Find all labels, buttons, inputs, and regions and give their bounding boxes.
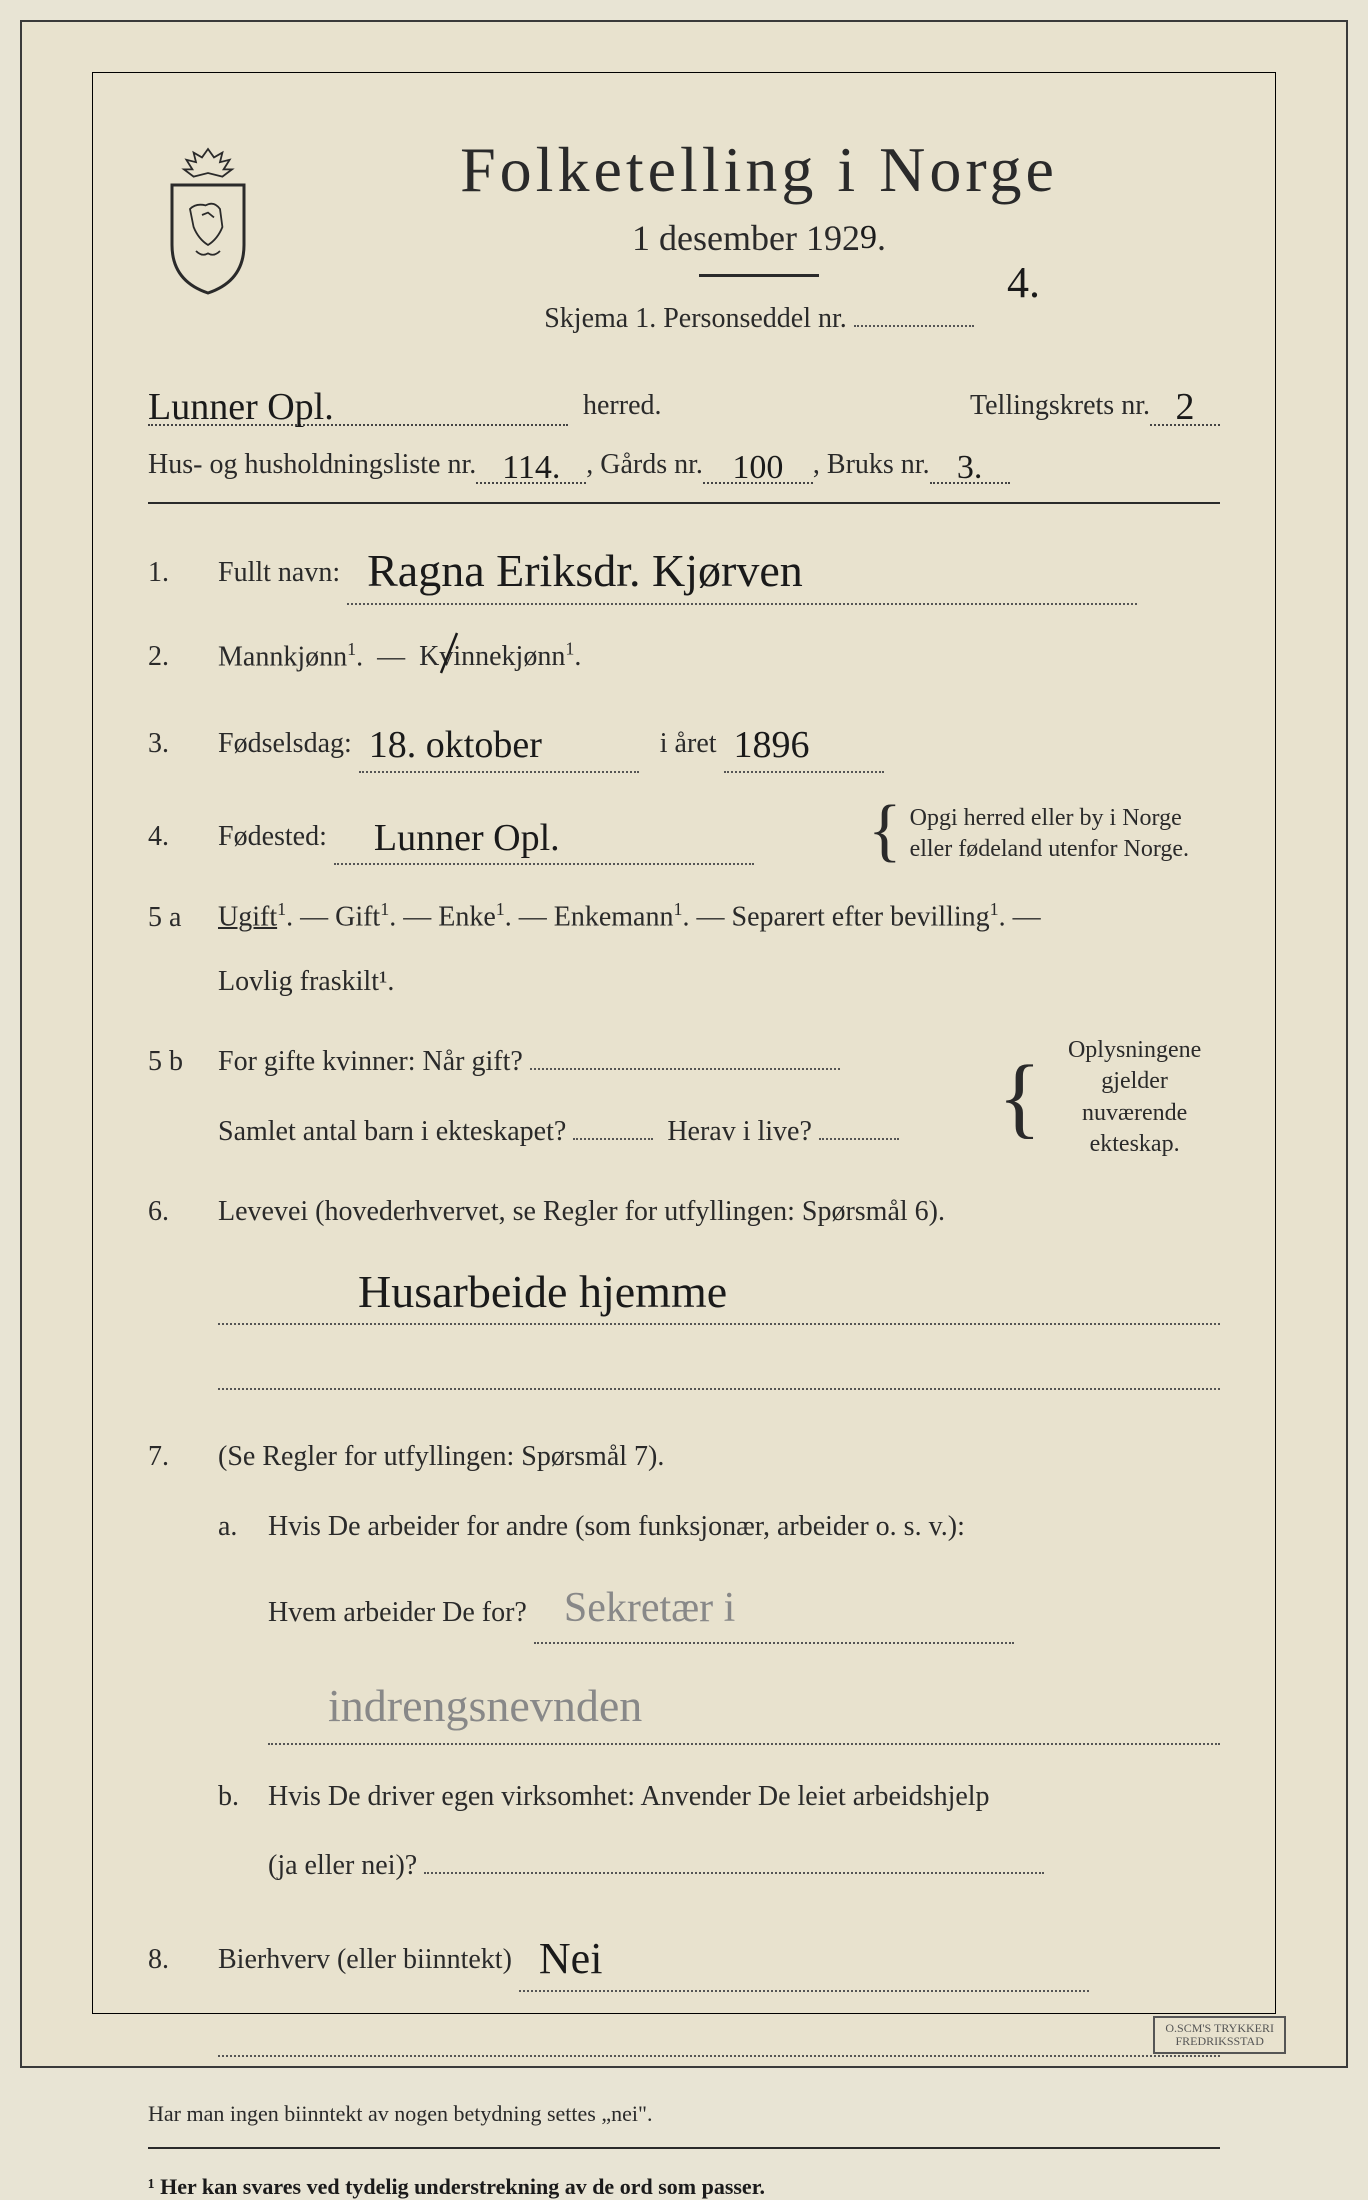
q3-year: 1896 [734, 724, 810, 766]
q7b-letter: b. [218, 1775, 268, 1890]
q1-value: Ragna Eriksdr. Kjørven [367, 545, 803, 596]
q8-row: 8. Bierhverv (eller biinntekt) Nei [148, 1919, 1220, 2071]
q4-note1: Opgi herred eller by i Norge [910, 803, 1189, 834]
q7-label: (Se Regler for utfyllingen: Spørsmål 7). [218, 1435, 1220, 1480]
q1-label: Fullt navn: [218, 557, 340, 588]
tellingskrets-nr: 2 [1176, 386, 1195, 428]
q5b-line2a: Samlet antal barn i ekteskapet? [218, 1116, 566, 1147]
q5a-num: 5 a [148, 896, 218, 941]
bruks-label: , Bruks nr. [813, 449, 930, 481]
q1-num: 1. [148, 551, 218, 596]
q7a-line2: Hvem arbeider De for? [268, 1597, 527, 1628]
q3-year-label: i året [660, 728, 717, 759]
q6-value: Husarbeide hjemme [358, 1266, 727, 1317]
q3-day: 18. oktober [369, 724, 542, 766]
title-divider [699, 274, 819, 277]
q4-note2: eller fødeland utenfor Norge. [910, 834, 1189, 865]
herred-label: herred. [583, 390, 662, 422]
q7a-line1: Hvis De arbeider for andre (som funksjon… [268, 1505, 1220, 1550]
q3-label: Fødselsdag: [218, 728, 352, 759]
skjema-line: Skjema 1. Personseddel nr. [298, 297, 1220, 335]
q7b-line2: (ja eller nei)? [268, 1850, 417, 1881]
tellingskrets-label: Tellingskrets nr. [970, 390, 1150, 422]
q7a-letter: a. [218, 1505, 268, 1745]
brace-icon-2: { [998, 1062, 1041, 1134]
q4-value: Lunner Opl. [374, 817, 560, 859]
personseddel-number: 4. [1007, 257, 1040, 308]
q8-label: Bierhverv (eller biinntekt) [218, 1944, 512, 1975]
q2-num: 2. [148, 635, 218, 680]
main-title: Folketelling i Norge [298, 133, 1220, 207]
q1-row: 1. Fullt navn: Ragna Eriksdr. Kjørven [148, 529, 1220, 605]
census-form-page: Folketelling i Norge 1 desember 1929. 4.… [20, 20, 1348, 2068]
q7a-value2: indrengsnevnden [328, 1680, 642, 1731]
q5b-row: 5 b For gifte kvinner: Når gift? Samlet … [148, 1035, 1220, 1160]
q5b-line2b: Herav i live? [667, 1116, 812, 1147]
footer-note: Har man ingen biinntekt av nogen betydni… [148, 2101, 1220, 2127]
bruks-nr: 3. [957, 449, 983, 486]
q5a-ugift: Ugift [218, 902, 277, 933]
q3-num: 3. [148, 722, 218, 767]
q4-row: 4. Fødested: Lunner Opl. { Opgi herred e… [148, 803, 1220, 866]
husliste-row: Hus- og husholdningsliste nr. 114. , Går… [148, 444, 1220, 484]
q8-num: 8. [148, 1938, 218, 1983]
q6-label: Levevei (hovederhvervet, se Regler for u… [218, 1196, 945, 1227]
q4-num: 4. [148, 815, 218, 860]
gards-label: , Gårds nr. [586, 449, 703, 481]
q2-label1: Mannkjønn [218, 641, 347, 672]
skjema-label: Skjema 1. Personseddel nr. [544, 303, 847, 334]
title-block: Folketelling i Norge 1 desember 1929. 4.… [298, 133, 1220, 360]
q8-value: Nei [539, 1934, 603, 1983]
date-year-handwritten: 9 [860, 219, 877, 256]
herred-name: Lunner Opl. [148, 386, 334, 428]
herred-row: Lunner Opl. herred. Tellingskrets nr. 2 [148, 380, 1220, 426]
brace-icon: { [868, 803, 902, 865]
q4-label: Fødested: [218, 821, 327, 852]
stamp-line2: FREDRIKSSTAD [1165, 2035, 1274, 2048]
q5b-num: 5 b [148, 1040, 218, 1085]
stamp-line1: O.SCM'S TRYKKERI [1165, 2022, 1274, 2035]
q2-row: 2. Mannkjønn1. — Kvinnekjønn1. [148, 635, 1220, 680]
coat-of-arms-icon [148, 143, 268, 293]
strikethrough-mark [439, 631, 459, 676]
husliste-label: Hus- og husholdningsliste nr. [148, 449, 476, 481]
q7-row: 7. (Se Regler for utfyllingen: Spørsmål … [148, 1435, 1220, 1889]
q7b-line1: Hvis De driver egen virksomhet: Anvender… [268, 1775, 1220, 1820]
husliste-nr: 114. [502, 449, 560, 486]
printer-stamp: O.SCM'S TRYKKERI FREDRIKSSTAD [1153, 2016, 1286, 2054]
separator-2 [148, 2147, 1220, 2149]
q6-num: 6. [148, 1190, 218, 1235]
q6-row: 6. Levevei (hovederhvervet, se Regler fo… [148, 1190, 1220, 1405]
q5b-label: For gifte kvinner: Når gift? [218, 1046, 523, 1077]
footnote: ¹ Her kan svares ved tydelig understrekn… [148, 2174, 1220, 2200]
q5a-line2: Lovlig fraskilt¹. [218, 960, 1220, 1005]
header: Folketelling i Norge 1 desember 1929. 4.… [148, 133, 1220, 360]
q5b-note2: gjelder nuværende [1049, 1066, 1220, 1128]
date-printed: 1 desember 192 [632, 218, 860, 258]
subtitle: 1 desember 1929. [298, 217, 1220, 259]
q5a-row: 5 a Ugift1. — Gift1. — Enke1. — Enkemann… [148, 895, 1220, 1005]
q7-num: 7. [148, 1435, 218, 1480]
q3-row: 3. Fødselsdag: 18. oktober i året 1896 [148, 710, 1220, 773]
q5b-note3: ekteskap. [1049, 1129, 1220, 1160]
q5b-note1: Oplysningene [1049, 1035, 1220, 1066]
form-frame: Folketelling i Norge 1 desember 1929. 4.… [92, 72, 1276, 2014]
q7a-value1: Sekretær i [564, 1585, 735, 1631]
gards-nr: 100 [732, 449, 783, 486]
separator-1 [148, 502, 1220, 504]
